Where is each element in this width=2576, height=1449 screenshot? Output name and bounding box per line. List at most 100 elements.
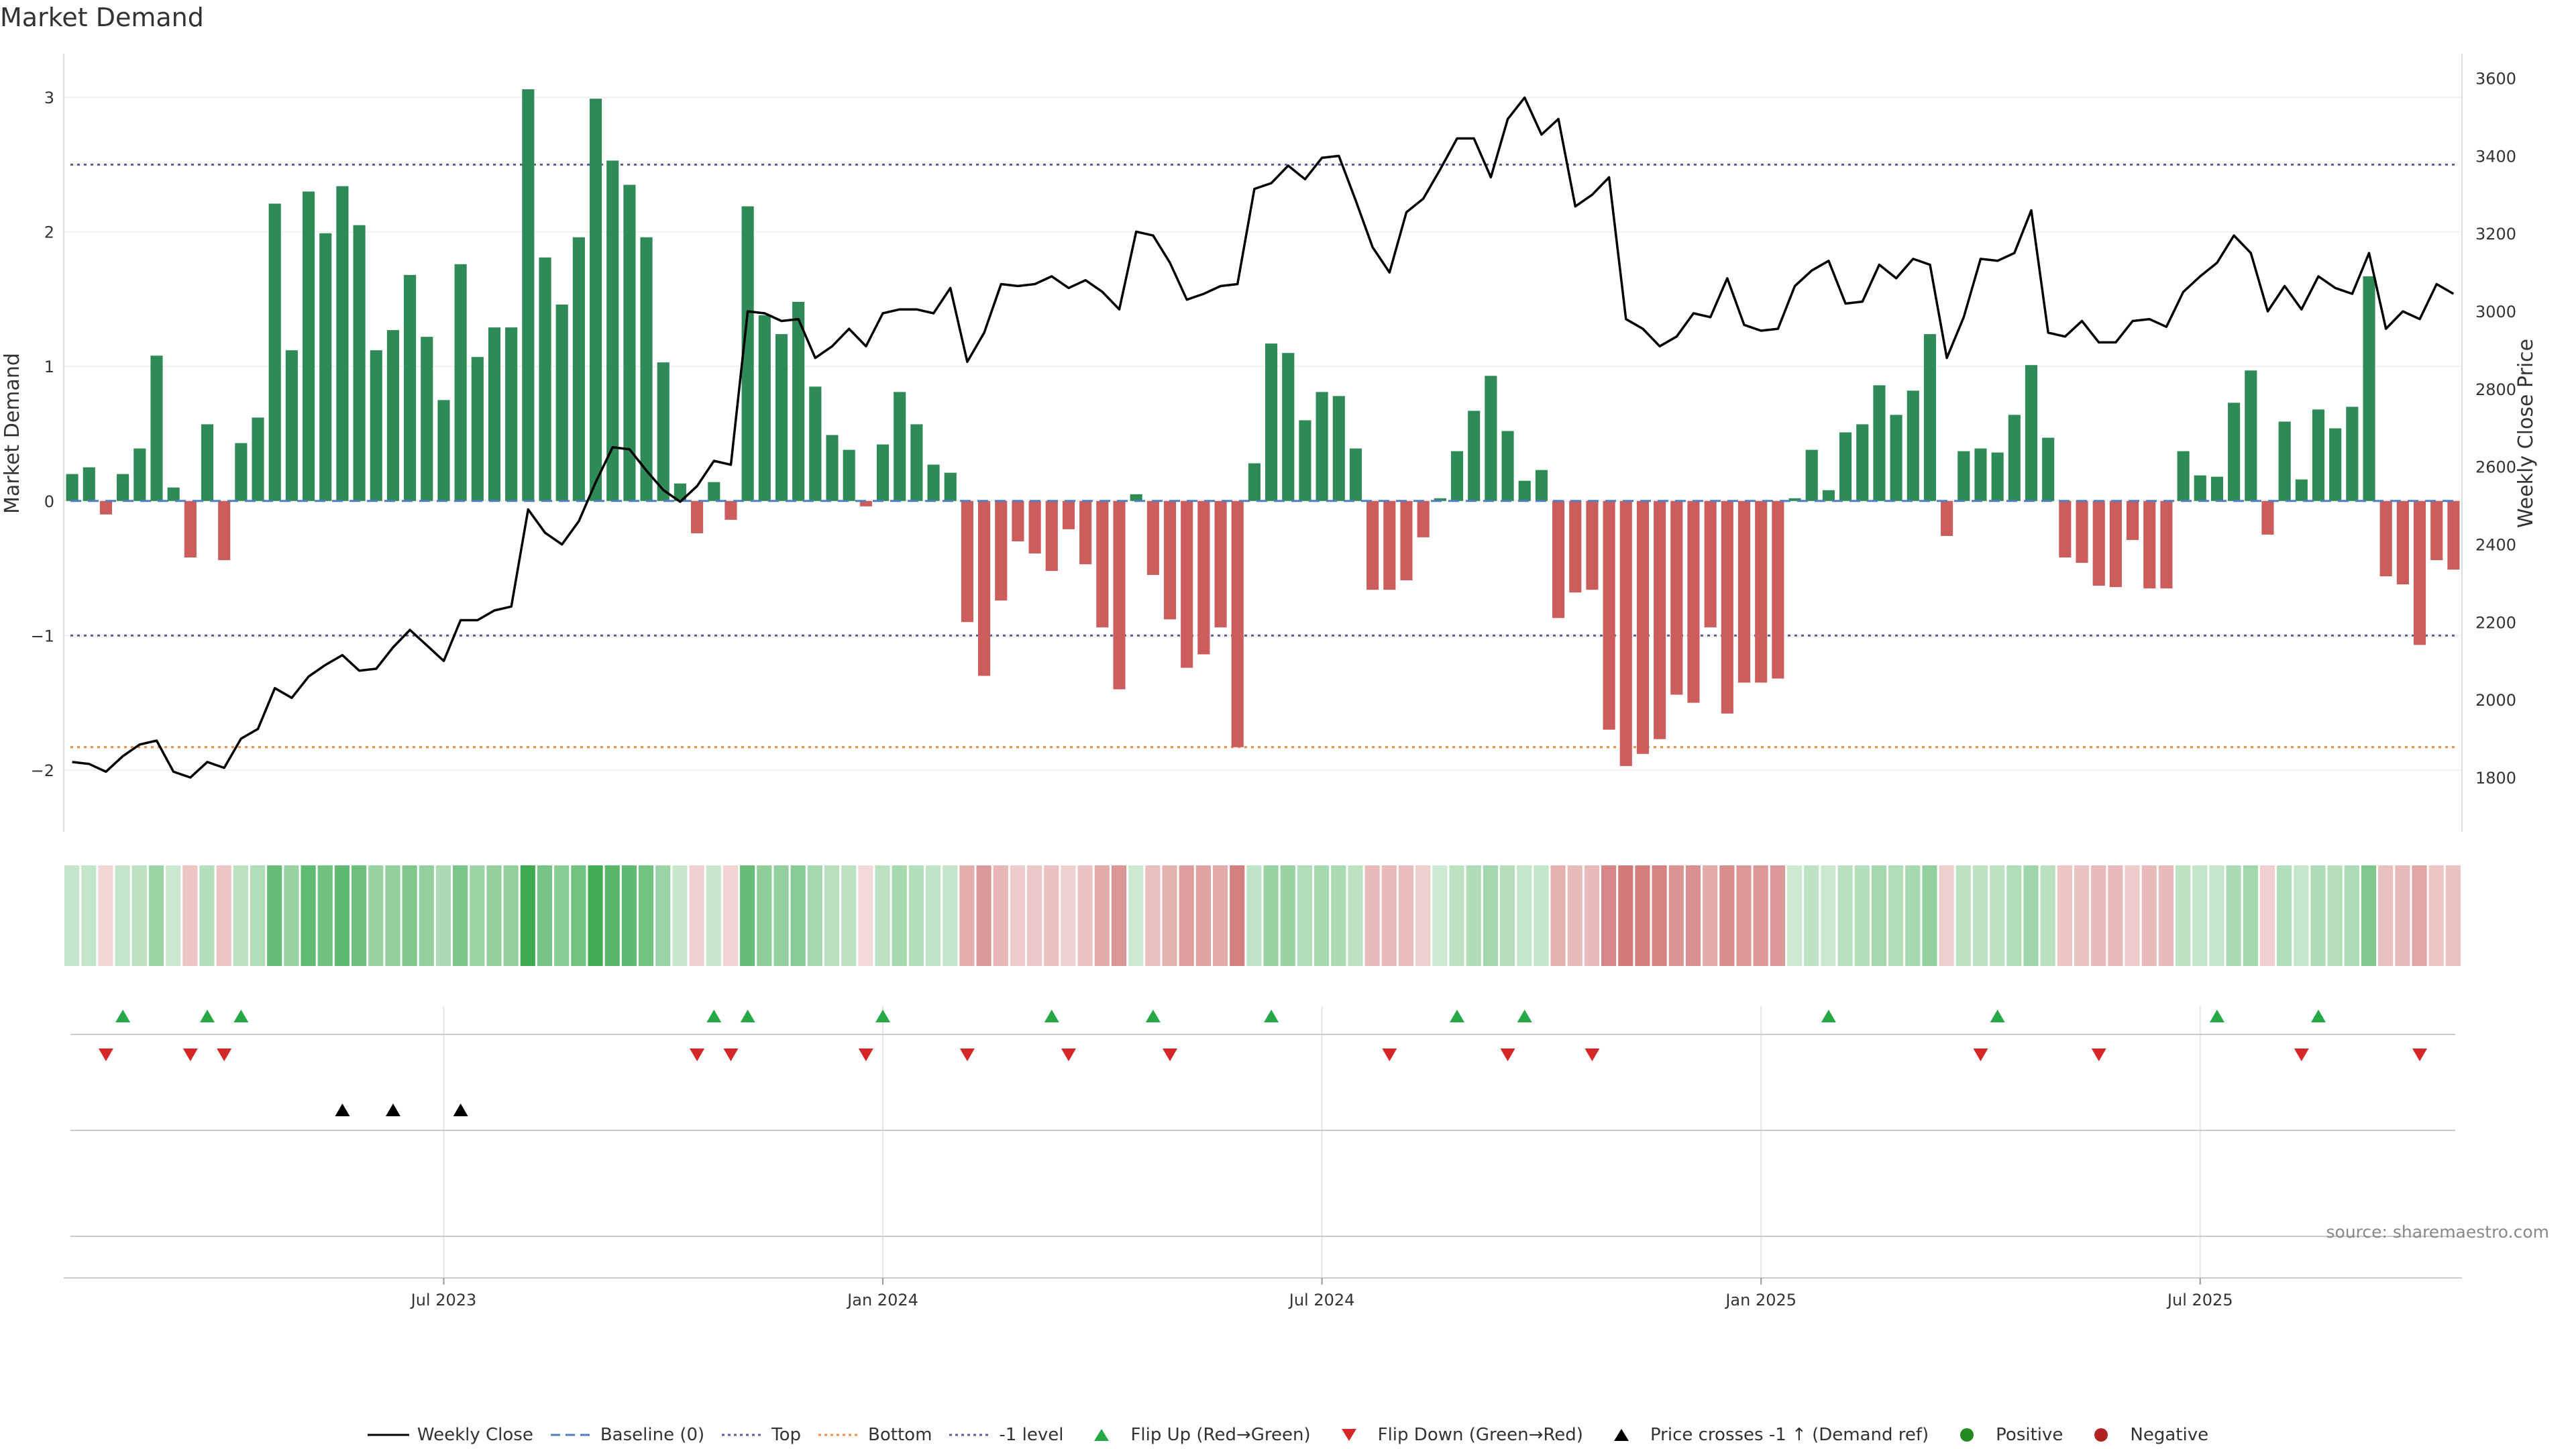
heat-strip-cell xyxy=(351,865,367,966)
demand-bar xyxy=(1079,500,1092,565)
heat-strip-cell xyxy=(1652,865,1667,966)
demand-bar xyxy=(623,184,636,501)
demand-bar xyxy=(1366,500,1379,590)
heat-strip-cell xyxy=(267,865,282,966)
legend-item-baseline: Baseline (0) xyxy=(550,1425,705,1445)
heat-strip-cell xyxy=(604,865,620,966)
demand-bar xyxy=(1501,431,1514,501)
heat-strip-cell xyxy=(1145,865,1161,966)
heat-strip-cell xyxy=(1939,865,1954,966)
chart-title: Market Demand xyxy=(0,3,204,32)
demand-bar xyxy=(437,400,450,501)
demand-bar xyxy=(1552,500,1565,619)
demand-bar xyxy=(589,99,602,501)
heat-strip-cell xyxy=(2023,865,2039,966)
weekly-close-line xyxy=(72,96,2455,779)
legend-swatch-line xyxy=(367,1426,409,1444)
heat-strip-cell xyxy=(1263,865,1279,966)
heat-strip-cell xyxy=(1061,865,1076,966)
heat-strip-cell xyxy=(1027,865,1042,966)
heat-strip-cell xyxy=(807,865,822,966)
flip-up-marker xyxy=(740,1010,755,1022)
heat-strip-cell xyxy=(1212,865,1228,966)
flip-up-marker xyxy=(1044,1010,1059,1022)
y-right-tick-label: 2600 xyxy=(2475,458,2516,477)
demand-bar xyxy=(2379,500,2392,577)
heat-strip-cell xyxy=(1837,865,1853,966)
demand-bar xyxy=(454,264,467,501)
legend-label: Baseline (0) xyxy=(600,1425,705,1445)
demand-bar xyxy=(2059,500,2072,558)
heat-strip-cell xyxy=(1111,865,1127,966)
demand-bar xyxy=(1265,343,1278,501)
demand-bar xyxy=(2261,500,2274,535)
demand-bar xyxy=(1822,490,1835,501)
y-right-tick-label: 2400 xyxy=(2475,536,2516,555)
heat-strip-cell xyxy=(2310,865,2326,966)
demand-bar xyxy=(1805,449,1818,501)
heat-strip-cell xyxy=(2412,865,2427,966)
heat-strip-cell xyxy=(1415,865,1431,966)
demand-bar xyxy=(1181,500,1193,668)
demand-bar xyxy=(691,500,704,533)
demand-bar xyxy=(2177,451,2190,501)
legend-item-price-cross: Price crosses -1 ↑ (Demand ref) xyxy=(1601,1425,1929,1445)
legend-item-weekly-close: Weekly Close xyxy=(367,1425,533,1445)
demand-bar xyxy=(2228,402,2241,501)
y-right-tick-label: 2200 xyxy=(2475,613,2516,632)
heat-strip-cell xyxy=(284,865,299,966)
demand-bar xyxy=(471,357,484,501)
demand-bar xyxy=(1670,500,1683,695)
flip-up-marker xyxy=(115,1010,131,1022)
demand-bar xyxy=(640,237,653,501)
heat-strip-cell xyxy=(1364,865,1380,966)
flip-up-marker xyxy=(1990,1010,2005,1022)
circle-icon xyxy=(2080,1426,2122,1444)
heat-strip-cell xyxy=(1297,865,1313,966)
heat-strip-cell xyxy=(2378,865,2394,966)
heat-strip-cell xyxy=(757,865,772,966)
demand-bar xyxy=(2194,475,2206,501)
demand-bar xyxy=(2160,500,2173,589)
demand-bar xyxy=(944,472,957,501)
heat-strip-cell xyxy=(588,865,603,966)
demand-bar xyxy=(910,424,923,501)
demand-bar xyxy=(572,237,585,501)
flip-down-marker xyxy=(1973,1049,1988,1061)
heat-strip-cell xyxy=(672,865,688,966)
demand-bar xyxy=(150,356,163,501)
heat-strip-cell xyxy=(115,865,130,966)
chart-legend: Weekly Close Baseline (0) Top Bottom -1 … xyxy=(0,1425,2576,1445)
heat-strip-cell xyxy=(976,865,991,966)
flip-up-marker xyxy=(1517,1010,1532,1022)
y-left-axis-label: Market Demand xyxy=(1,353,24,514)
heat-strip-cell xyxy=(740,865,755,966)
flip-down-marker xyxy=(723,1049,739,1061)
demand-bar xyxy=(927,464,940,501)
demand-bar xyxy=(1045,500,1058,572)
demand-bar xyxy=(1619,500,1632,766)
flip-up-marker xyxy=(1821,1010,1836,1022)
price-cross-marker xyxy=(453,1104,468,1116)
heat-strip-cell xyxy=(1719,865,1735,966)
legend-item-bottom: Bottom xyxy=(818,1425,932,1445)
demand-bar xyxy=(876,444,890,501)
heat-strip-cell xyxy=(1635,865,1650,966)
y-right-tick-label: 3000 xyxy=(2475,303,2516,321)
flip-up-marker xyxy=(706,1010,722,1022)
demand-bar xyxy=(1957,451,1970,501)
heat-strip-cell xyxy=(98,865,113,966)
demand-bar xyxy=(1839,432,1852,501)
demand-bar xyxy=(809,386,822,501)
heat-strip-cell xyxy=(334,865,350,966)
heat-strip-cell xyxy=(1972,865,1988,966)
heat-strip-cell xyxy=(790,865,806,966)
demand-bar xyxy=(1450,451,1464,501)
heat-strip-cell xyxy=(2057,865,2072,966)
heat-strip-cell xyxy=(1955,865,1971,966)
y-left-tick-label: −1 xyxy=(31,627,54,645)
heat-strip-cell xyxy=(1449,865,1464,966)
heat-strip-cell xyxy=(1331,865,1346,966)
heat-strip-cell xyxy=(2074,865,2090,966)
